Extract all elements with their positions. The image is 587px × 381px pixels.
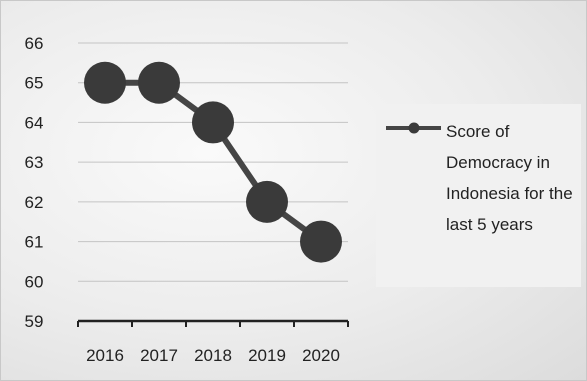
data-point: [138, 61, 180, 104]
y-tick-label: 61: [25, 233, 44, 252]
y-tick-label: 66: [25, 34, 44, 53]
legend-swatch: [386, 122, 441, 134]
data-point: [84, 61, 126, 104]
legend: Score of Democracy in Indonesia for the …: [376, 104, 581, 287]
x-tick-label: 2016: [86, 346, 124, 365]
legend-label: Score of Democracy in Indonesia for the …: [446, 122, 573, 234]
y-tick-label: 64: [25, 113, 44, 132]
x-tick-label: 2020: [302, 346, 340, 365]
y-tick-label: 60: [25, 272, 44, 291]
x-tick-label: 2019: [248, 346, 286, 365]
x-tick-label: 2018: [194, 346, 232, 365]
y-tick-label: 65: [25, 74, 44, 93]
data-point: [300, 220, 342, 263]
y-tick-label: 59: [25, 312, 44, 331]
data-point: [192, 101, 234, 144]
y-tick-label: 63: [25, 153, 44, 172]
y-tick-label: 62: [25, 193, 44, 212]
data-point: [246, 180, 288, 223]
x-tick-label: 2017: [140, 346, 178, 365]
